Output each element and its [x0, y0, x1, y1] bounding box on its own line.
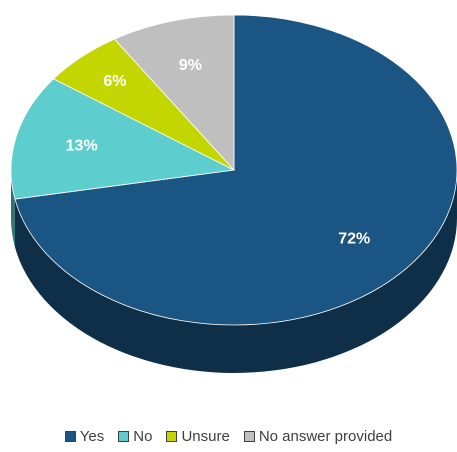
data-label: 6%	[103, 73, 126, 90]
pie-side	[11, 170, 15, 248]
pie-side	[14, 170, 457, 373]
pie-slice	[113, 14, 235, 172]
legend-label: No	[133, 428, 153, 445]
legend-label: No answer provided	[258, 428, 393, 445]
data-label: 13%	[66, 138, 98, 155]
legend: Yes No Unsure No answer provided	[0, 428, 457, 445]
legend-swatch	[243, 431, 255, 442]
legend-swatch	[118, 431, 130, 442]
legend-item: No	[118, 428, 152, 445]
legend-label: Yes	[79, 428, 105, 445]
legend-swatch	[166, 431, 178, 442]
chart: 72% 13% 6% 9%	[10, 14, 457, 373]
legend-item: Yes	[64, 428, 105, 445]
data-label: 72%	[338, 230, 370, 247]
legend-label: Unsure	[181, 428, 230, 445]
pie-slice	[14, 14, 457, 326]
legend-swatch	[64, 431, 76, 442]
data-label: 9%	[179, 57, 202, 74]
pie-slice	[10, 78, 236, 200]
legend-item: Unsure	[166, 428, 230, 445]
legend-item: No answer provided	[243, 428, 393, 445]
